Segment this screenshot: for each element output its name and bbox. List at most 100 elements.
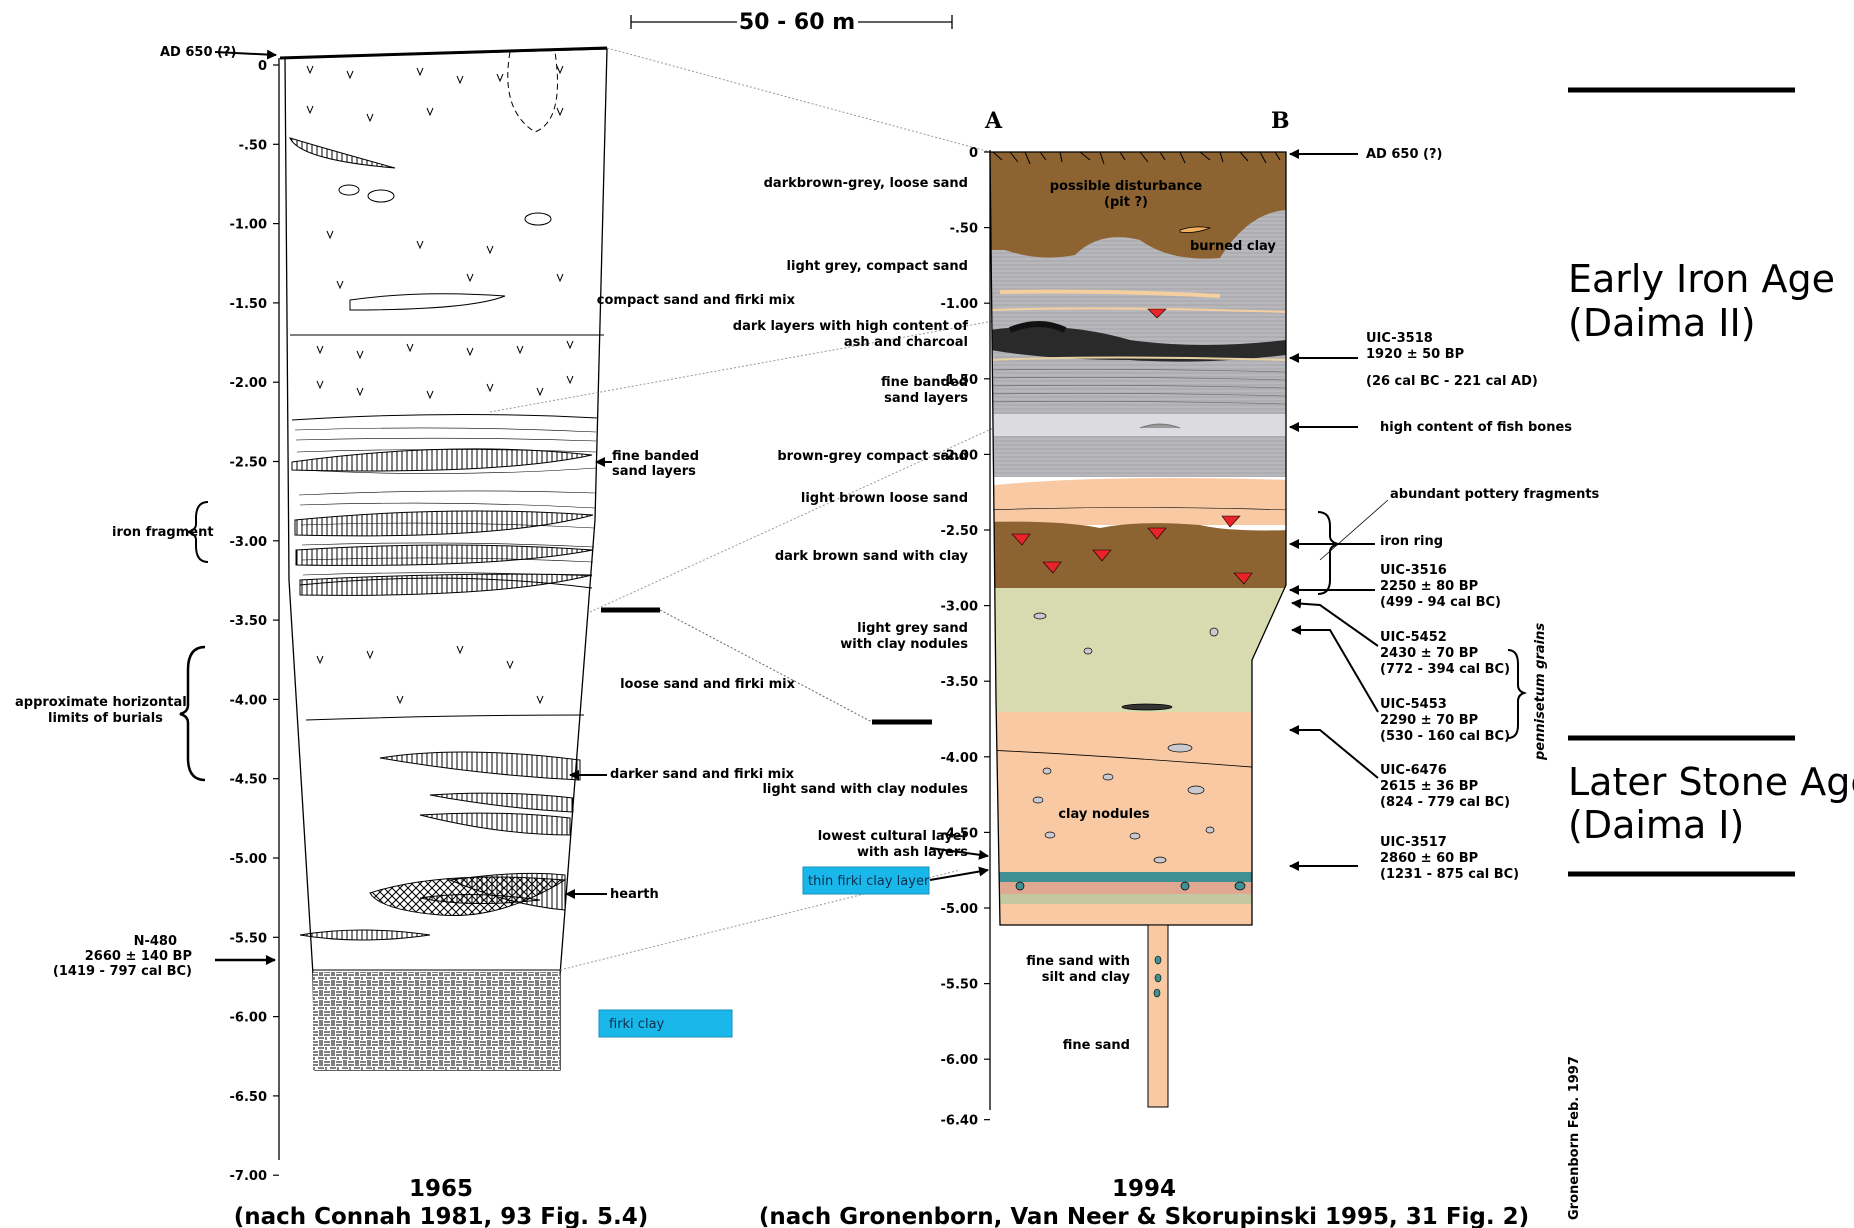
sand-mark (466, 347, 474, 357)
sand-mark (326, 230, 334, 240)
right-tick-label: -2.50 (941, 524, 978, 539)
uic5453-1: UIC-5453 (1380, 697, 1447, 712)
mid-l5a: fine banded (881, 375, 968, 390)
disturbance-label-2: (pit ?) (1104, 195, 1148, 210)
hearth-label: hearth (610, 887, 659, 902)
left-tick-group: 0 -.50 -1.00 -1.50 -2.00 -2.50 -3.00 -3.50 -4.00… (230, 59, 279, 1184)
uic3518-1: UIC-3518 (1366, 331, 1433, 346)
fish-bones-label: high content of fish bones (1380, 420, 1572, 435)
sand-mark (556, 65, 564, 75)
sand-mark (336, 280, 344, 290)
mid-l4a: dark layers with high content of (733, 319, 969, 334)
right-tick-label: -6.00 (941, 1053, 978, 1068)
uic5452-3: (772 - 394 cal BC) (1380, 662, 1510, 677)
sand-mark (556, 273, 564, 283)
mid-l11: light sand with clay nodules (762, 782, 968, 797)
left-tick-label: -7.00 (230, 1169, 267, 1184)
right-tick-label: -4.00 (941, 751, 978, 766)
sand-mark (496, 73, 504, 83)
mid-l2: light grey, compact sand (787, 259, 968, 274)
left-tick-label: -4.00 (230, 693, 267, 708)
left-fine-banded-2: sand layers (612, 464, 696, 479)
mid-l3: compact sand and firki mix (597, 293, 796, 308)
uic3517-2: 2860 ± 60 BP (1380, 851, 1478, 866)
scale-bar: 50 - 60 m (630, 10, 953, 35)
sand-mark (426, 107, 434, 117)
right-ad-label: AD 650 (?) (1366, 147, 1442, 162)
clay-nodules-label: clay nodules (1058, 807, 1150, 822)
sand-mark (396, 695, 404, 705)
sand-mark (316, 655, 324, 665)
left-tick-label: -4.50 (230, 773, 267, 788)
left-tick-label: -6.00 (230, 1011, 267, 1026)
left-year: 1965 (409, 1176, 473, 1202)
correlation-lines (489, 47, 1011, 971)
left-source: (nach Connah 1981, 93 Fig. 5.4) (234, 1204, 649, 1228)
daima-i: (Daima I) (1568, 803, 1744, 847)
right-tick-label: -.50 (950, 222, 978, 237)
sand-mark (456, 75, 464, 85)
pottery-label: abundant pottery fragments (1390, 487, 1600, 502)
sand-mark (506, 660, 514, 670)
n480-bp: 2660 ± 140 BP (85, 949, 192, 964)
uic3517-1: UIC-3517 (1380, 835, 1447, 850)
col-a-label: A (984, 108, 1003, 134)
left-tick-label: -1.00 (230, 218, 267, 233)
right-tick-label: -3.00 (941, 600, 978, 615)
left-fine-banded-1: fine banded (612, 449, 699, 464)
sand-mark (416, 240, 424, 250)
right-tick-label: -1.50 (941, 373, 978, 388)
later-stone-age: Later Stone Age (1568, 760, 1854, 804)
iron-ring-label: iron ring (1380, 534, 1443, 549)
disturbance-label-1: possible disturbance (1050, 179, 1203, 194)
sand-mark (366, 113, 374, 123)
right-tick-label: -1.00 (941, 297, 978, 312)
uic5452-1: UIC-5452 (1380, 630, 1447, 645)
sand-mark (306, 105, 314, 115)
left-tick-label: 0 (258, 59, 267, 74)
mid-l6: brown-grey compact sand (777, 449, 968, 464)
uic3518-2: 1920 ± 50 BP (1366, 347, 1464, 362)
uic6476-1: UIC-6476 (1380, 763, 1447, 778)
right-tick-label: 0 (969, 146, 978, 161)
scale-bar-label: 50 - 60 m (739, 10, 855, 35)
sand-mark (366, 650, 374, 660)
sand-mark (566, 375, 574, 385)
uic5453-2: 2290 ± 70 BP (1380, 713, 1478, 728)
uic3516-1: UIC-3516 (1380, 563, 1447, 578)
fine-sand-label: fine sand (1063, 1038, 1130, 1053)
sand-mark (416, 67, 424, 77)
sand-mark (316, 380, 324, 390)
middle-labels: darkbrown-grey, loose sand light grey, c… (597, 176, 989, 895)
left-tick-label: -.50 (239, 138, 267, 153)
mid-l12a: lowest cultural layer (818, 829, 969, 844)
right-tick-label: -3.50 (941, 675, 978, 690)
n480-label: N-480 (134, 934, 177, 949)
burned-clay-label: burned clay (1190, 239, 1276, 254)
sand-mark (486, 245, 494, 255)
sand-mark (426, 390, 434, 400)
left-tick-label: -1.50 (230, 297, 267, 312)
mid-l8: dark brown sand with clay (775, 549, 969, 564)
sand-mark (466, 273, 474, 283)
right-source: (nach Gronenborn, Van Neer & Skorupinski… (759, 1204, 1529, 1228)
sand-mark (406, 343, 414, 353)
mid-l5b: sand layers (884, 391, 968, 406)
left-ad-label: AD 650 (?) (160, 45, 236, 60)
right-annotations: AD 650 (?) UIC-3518 1920 ± 50 BP (26 cal… (759, 147, 1600, 1228)
left-tick-label: -2.50 (230, 456, 267, 471)
uic3517-3: (1231 - 875 cal BC) (1380, 867, 1519, 882)
fine-sand-silt-1: fine sand with (1026, 954, 1130, 969)
col-b-label: B (1271, 108, 1290, 134)
mid-l9b: with clay nodules (840, 637, 968, 652)
uic3516-3: (499 - 94 cal BC) (1380, 595, 1501, 610)
iron-fragment-label: iron fragment (112, 525, 214, 540)
uic5452-2: 2430 ± 70 BP (1380, 646, 1478, 661)
darker-sand-label: darker sand and firki mix (610, 767, 795, 782)
legend-firki-clay: firki clay (598, 1009, 733, 1038)
sand-mark (536, 695, 544, 705)
mid-l9a: light grey sand (857, 621, 968, 636)
burials-label-1: approximate horizontal (15, 695, 187, 710)
daima-ii: (Daima II) (1568, 301, 1756, 345)
